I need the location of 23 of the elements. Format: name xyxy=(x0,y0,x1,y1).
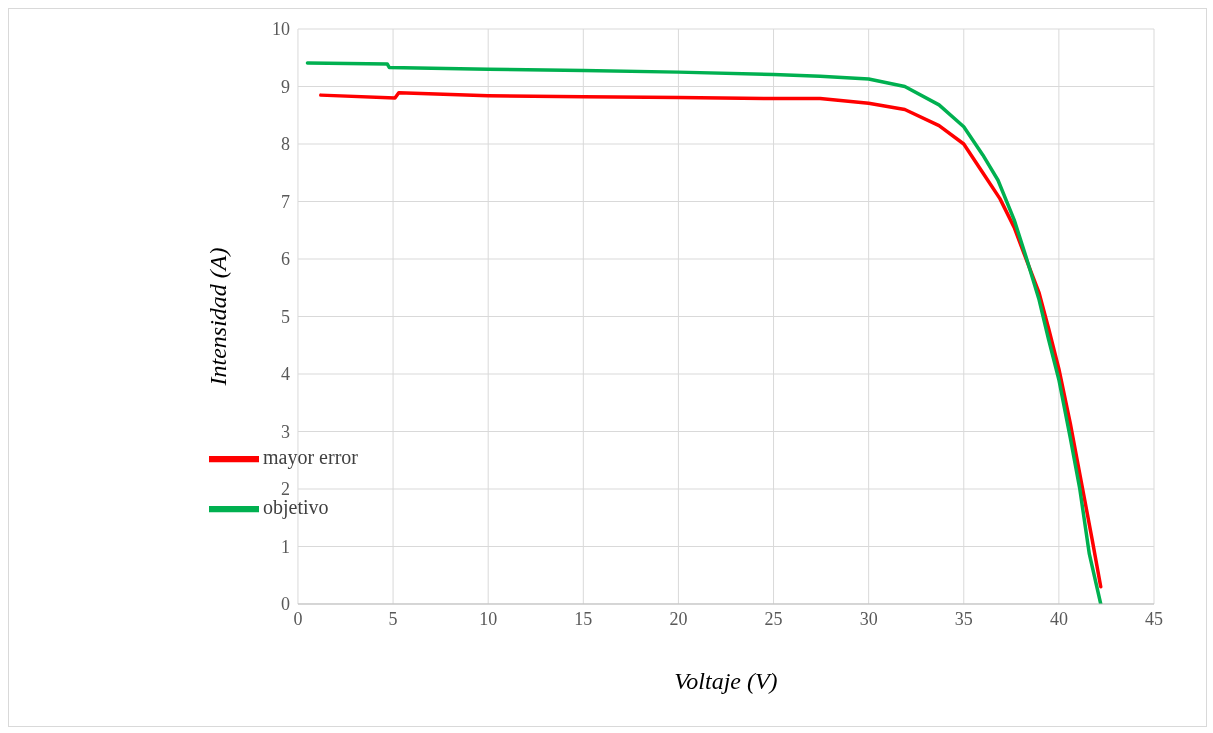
x-tick-label: 0 xyxy=(293,608,303,629)
y-tick-label: 10 xyxy=(271,19,290,40)
y-tick-label: 8 xyxy=(280,134,290,155)
x-axis-title: Voltaje (V) xyxy=(674,668,778,694)
x-tick-label: 40 xyxy=(1049,608,1068,629)
y-tick-label: 5 xyxy=(280,306,290,327)
x-tick-label: 5 xyxy=(388,608,398,629)
x-tick-label: 35 xyxy=(954,608,973,629)
legend-label: mayor error xyxy=(263,445,358,468)
y-tick-label: 7 xyxy=(280,191,290,212)
y-tick-label: 4 xyxy=(280,364,290,385)
x-tick-label: 30 xyxy=(859,608,878,629)
x-tick-label: 45 xyxy=(1145,608,1163,629)
y-tick-label: 3 xyxy=(280,421,290,442)
y-tick-label: 1 xyxy=(280,536,290,557)
x-tick-label: 10 xyxy=(479,608,498,629)
x-tick-label: 20 xyxy=(669,608,688,629)
y-axis-title: Intensidad (A) xyxy=(205,247,232,387)
y-tick-label: 0 xyxy=(280,594,290,615)
x-tick-label: 25 xyxy=(764,608,783,629)
x-tick-label: 15 xyxy=(574,608,593,629)
y-tick-label: 6 xyxy=(280,249,290,270)
y-tick-label: 9 xyxy=(280,76,290,97)
